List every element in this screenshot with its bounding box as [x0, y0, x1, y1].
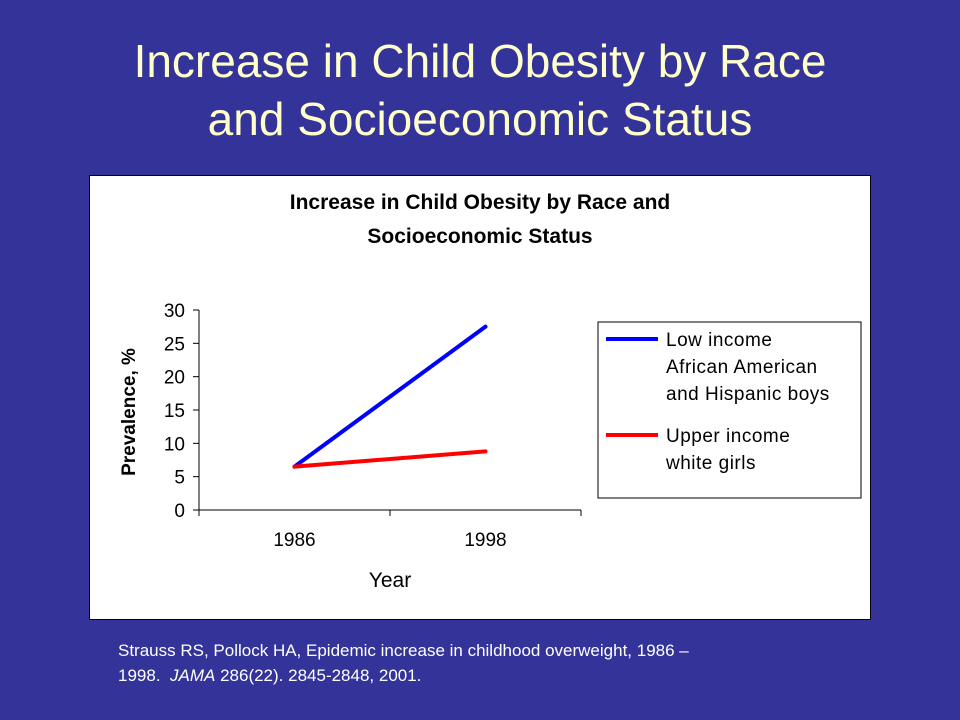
slide-title: Increase in Child Obesity by Race and So… — [0, 32, 960, 148]
y-tick-label: 10 — [164, 434, 185, 455]
y-tick-label: 20 — [164, 368, 185, 389]
y-tick-label: 0 — [174, 501, 185, 522]
plot-area: 0 5 10 15 20 25 30 1986 1998 — [164, 301, 582, 551]
legend-label-2: Upper income — [666, 426, 790, 447]
legend-label-1: Low income — [666, 330, 772, 351]
legend-label-1: African American — [666, 357, 818, 378]
chart-panel: Increase in Child Obesity by Race and So… — [89, 175, 871, 620]
chart-title-line-1: Increase in Child Obesity by Race and — [290, 191, 670, 214]
legend-box — [597, 321, 862, 499]
series-line-1 — [292, 324, 488, 469]
citation-line-2: 1998. JAMA 286(22). 2845-2848, 2001. — [118, 663, 858, 688]
legend-label-1: and Hispanic boys — [666, 384, 830, 405]
series-line-2 — [292, 449, 488, 469]
citation-line-1: Strauss RS, Pollock HA, Epidemic increas… — [118, 641, 689, 660]
y-tick-label: 5 — [174, 468, 185, 489]
chart-svg: Increase in Child Obesity by Race and So… — [119, 191, 862, 592]
chart-title-line-2: Socioeconomic Status — [367, 225, 592, 248]
y-tick-label: 25 — [164, 334, 185, 355]
x-tick-label: 1986 — [273, 530, 315, 551]
citation: Strauss RS, Pollock HA, Epidemic increas… — [118, 638, 858, 688]
data-point-1 — [484, 325, 487, 329]
data-point-2 — [293, 465, 296, 469]
x-axis-label: Year — [369, 569, 411, 592]
slide-title-line-2: and Socioeconomic Status — [207, 93, 753, 145]
y-tick-label: 30 — [164, 301, 185, 322]
citation-year: 1998. — [118, 666, 161, 685]
citation-journal: JAMA — [170, 666, 216, 685]
legend: Low income African American and Hispanic b… — [597, 321, 862, 499]
data-point-2 — [484, 449, 487, 453]
slide-title-line-1: Increase in Child Obesity by Race — [133, 35, 827, 87]
legend-label-2: white girls — [665, 453, 756, 474]
y-tick-label: 15 — [164, 401, 185, 422]
citation-details: 286(22). 2845-2848, 2001. — [220, 666, 422, 685]
x-tick-label: 1998 — [464, 530, 506, 551]
y-axis-label: Prevalence, % — [119, 348, 140, 476]
